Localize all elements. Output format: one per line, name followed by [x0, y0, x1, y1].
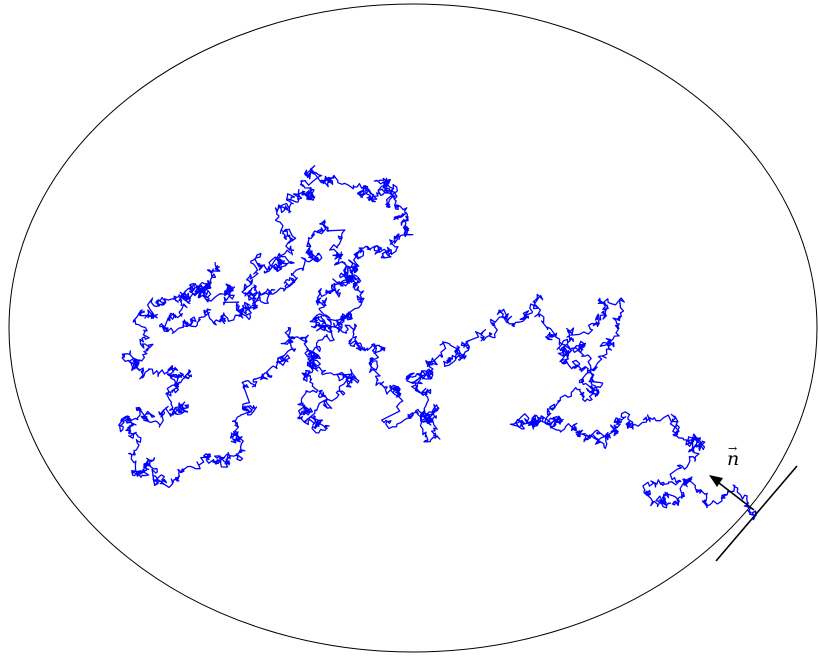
- normal-label-text: n: [727, 448, 740, 470]
- domain-boundary: [8, 3, 818, 653]
- tangent-line: [715, 465, 798, 562]
- normal-vector-shaft: [718, 482, 755, 511]
- normal-vector-label: → n: [727, 443, 740, 470]
- normal-vector-arrowhead: [709, 475, 723, 487]
- vector-arrow-glyph: →: [728, 442, 738, 455]
- random-walk-path: [118, 165, 757, 521]
